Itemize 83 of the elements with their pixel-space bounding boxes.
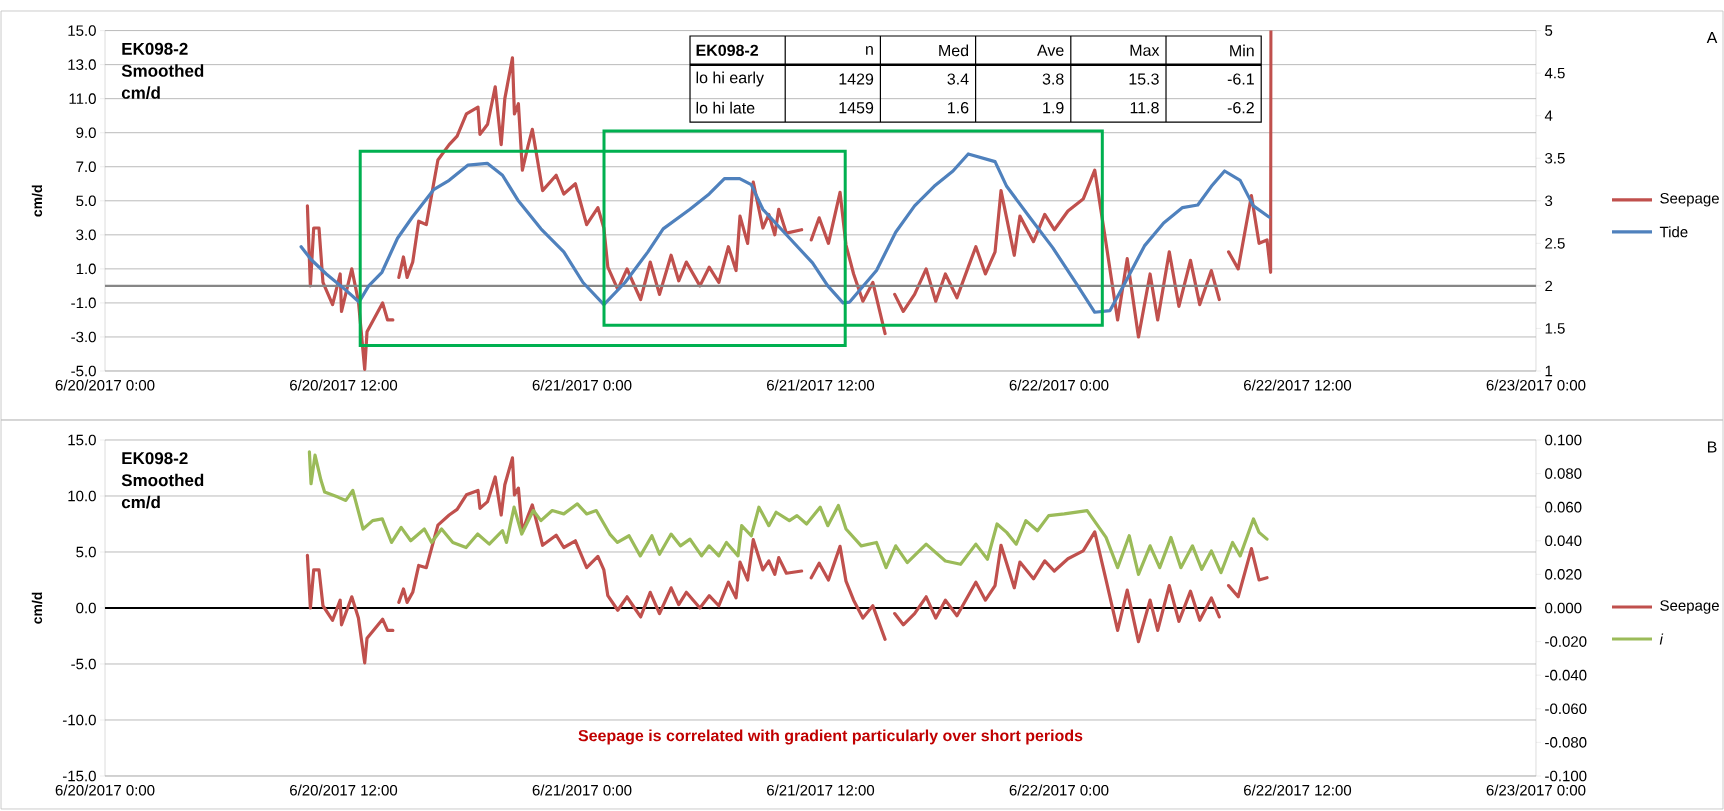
y2-tick-label: 0.040 xyxy=(1545,535,1582,547)
x-tick-label: 6/23/2017 0:00 xyxy=(1486,784,1586,796)
y-tick-label: -10.0 xyxy=(62,714,96,726)
y-tick-label: -5.0 xyxy=(71,365,96,377)
x-tick-label: 6/20/2017 0:00 xyxy=(55,784,155,796)
y-tick-label: 0.0 xyxy=(76,602,96,614)
annotation: 1.9 xyxy=(1043,102,1064,114)
x-tick-label: 6/20/2017 12:00 xyxy=(290,379,398,391)
text: EK098-2 Smoothed cm/d xyxy=(121,42,204,99)
y2-tick-label: -0.080 xyxy=(1545,737,1587,748)
annotation: Seepage is correlated with gradient particularly over short periods xyxy=(578,729,1083,745)
x-tick-label: 6/21/2017 12:00 xyxy=(767,784,875,796)
y-axis-title: cm/d xyxy=(31,185,43,217)
y2-tick-label: 0.020 xyxy=(1545,569,1582,580)
x-tick-label: 6/20/2017 0:00 xyxy=(55,379,155,391)
y-tick-label: 7.0 xyxy=(76,161,96,173)
y-tick-label: 10.0 xyxy=(68,490,96,502)
annotation: 1459 xyxy=(839,102,874,114)
annotation: 1.6 xyxy=(948,102,969,114)
y2-tick-label: -0.100 xyxy=(1545,770,1587,782)
text: A xyxy=(1706,32,1718,44)
y-tick-label: 15.0 xyxy=(68,25,96,36)
x-tick-label: 6/22/2017 0:00 xyxy=(1009,784,1109,796)
y2-tick-label: 1 xyxy=(1545,365,1553,377)
annotation: n xyxy=(866,46,873,55)
y2-tick-label: -0.020 xyxy=(1545,636,1587,647)
y2-tick-label: 2.5 xyxy=(1545,238,1565,249)
annotation: Ave xyxy=(1037,44,1064,56)
y2-tick-label: -0.040 xyxy=(1545,669,1587,681)
y2-tick-label: 3.5 xyxy=(1545,152,1565,164)
annotation: Med xyxy=(939,44,969,57)
annotation: -6.2 xyxy=(1227,102,1254,114)
x-tick-label: 6/20/2017 12:00 xyxy=(290,784,398,796)
annotation: -6.1 xyxy=(1227,73,1254,85)
x-tick-label: 6/21/2017 0:00 xyxy=(532,379,632,391)
y2-tick-label: 4 xyxy=(1544,110,1553,121)
y2-tick-label: 2 xyxy=(1545,280,1553,292)
y2-tick-label: -0.060 xyxy=(1545,703,1587,715)
legend-label: Seepage xyxy=(1660,192,1719,207)
x-tick-label: 6/22/2017 12:00 xyxy=(1244,784,1352,796)
y-axis-title: cm/d xyxy=(31,592,43,624)
y-tick-label: 5.0 xyxy=(76,546,96,558)
annotation: 15.3 xyxy=(1129,73,1159,85)
y-tick-label: -1.0 xyxy=(71,297,96,309)
annotation: Min xyxy=(1230,44,1254,57)
y2-tick-label: 5 xyxy=(1545,25,1553,36)
legend-label: i xyxy=(1659,633,1664,645)
line-series xyxy=(307,450,1269,576)
y2-tick-label: 1.5 xyxy=(1545,323,1565,334)
text: EK098-2 Smoothed cm/d xyxy=(121,452,204,509)
y-tick-label: 3.0 xyxy=(76,229,96,241)
annotation: lo hi early xyxy=(696,71,764,87)
text: B xyxy=(1707,441,1717,453)
x-tick-label: 6/21/2017 12:00 xyxy=(767,379,875,391)
y2-tick-label: 0.100 xyxy=(1545,434,1582,446)
y-tick-label: 11.0 xyxy=(69,93,96,104)
line-series xyxy=(299,152,1271,314)
y2-tick-label: 4.5 xyxy=(1544,67,1565,79)
annotation: 3.8 xyxy=(1042,73,1064,85)
y2-tick-label: 0.060 xyxy=(1545,501,1582,513)
x-tick-label: 6/22/2017 12:00 xyxy=(1244,379,1352,391)
x-tick-label: 6/23/2017 0:00 xyxy=(1486,379,1586,391)
x-tick-label: 6/22/2017 0:00 xyxy=(1009,379,1109,391)
y2-tick-label: 3 xyxy=(1545,195,1553,207)
annotation: 1429 xyxy=(839,73,874,85)
y-tick-label: -3.0 xyxy=(71,331,96,343)
annotation: 11.8 xyxy=(1130,102,1159,114)
legend-label: Seepage xyxy=(1660,600,1719,614)
y-tick-label: 9.0 xyxy=(76,127,96,139)
annotation: lo hi late xyxy=(696,101,755,114)
annotation: EK098-2 xyxy=(696,44,759,56)
y2-tick-label: 0.000 xyxy=(1545,602,1582,614)
annotation: Max xyxy=(1130,44,1160,56)
y-tick-label: -5.0 xyxy=(71,658,96,670)
y-tick-label: 1.0 xyxy=(76,263,96,275)
annotation: 3.4 xyxy=(947,73,969,85)
legend-label: Tide xyxy=(1659,226,1688,238)
x-tick-label: 6/21/2017 0:00 xyxy=(532,784,632,796)
y-tick-label: -15.0 xyxy=(62,770,96,782)
y-tick-label: 5.0 xyxy=(76,195,96,207)
y-tick-label: 13.0 xyxy=(68,59,96,70)
y-tick-label: 15.0 xyxy=(68,434,96,446)
y2-tick-label: 0.080 xyxy=(1545,468,1582,479)
